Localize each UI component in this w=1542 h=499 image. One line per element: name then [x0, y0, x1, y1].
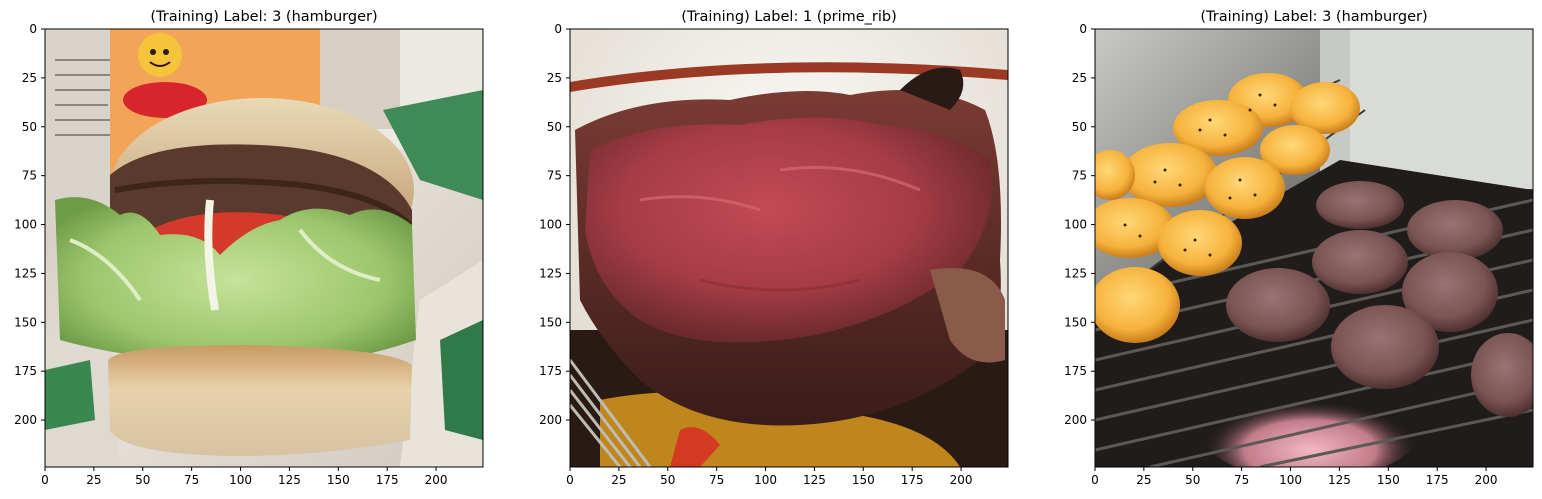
- panel-3-x-tick-label: 175: [1426, 473, 1449, 487]
- panel-3-x-tick-label: 150: [1377, 473, 1400, 487]
- panel-1-title: (Training) Label: 3 (hamburger): [150, 9, 377, 25]
- panel-1-y-tick-label: 100: [14, 218, 37, 232]
- panel-2-x-tick-label: 100: [754, 473, 777, 487]
- panel-3-x-tick-label: 25: [1136, 473, 1151, 487]
- panel-3-x-tick-label: 100: [1279, 473, 1302, 487]
- panel-3-y-tick-label: 0: [1079, 22, 1087, 36]
- panel-3-y-tick-label: 200: [1064, 413, 1087, 427]
- panel-2-x-tick-label: 125: [803, 473, 826, 487]
- panel-2-axes: 0 25 50 75 100 125 150 175 200 0 25 50 75 100 125 150 17…: [539, 22, 972, 487]
- prime-rib-photo: [570, 29, 1008, 467]
- panel-1-x-tick-label: 150: [327, 473, 350, 487]
- panel-2-x-tick-label: 0: [566, 473, 574, 487]
- panel-1-x-tick-label: 200: [425, 473, 448, 487]
- panel-3-y-tick-label: 125: [1064, 266, 1087, 280]
- panel-1-x-tick-label: 75: [184, 473, 199, 487]
- panel-1-axes: 0 25 50 75 100 125 150 175 200 0 25 50 75 100 125 150 17…: [14, 22, 447, 487]
- panel-1-y-tick-label: 25: [22, 71, 37, 85]
- panel-2-x-tick-label: 50: [660, 473, 675, 487]
- panel-3-x-tick-label: 0: [1091, 473, 1099, 487]
- panel-3-y-tick-label: 175: [1064, 364, 1087, 378]
- panel-2-y-tick-label: 25: [547, 71, 562, 85]
- panel-2-x-tick-label: 75: [709, 473, 724, 487]
- panel-2-y-tick-label: 200: [539, 413, 562, 427]
- panel-1-y-tick-label: 200: [14, 413, 37, 427]
- panel-3-frame: [1094, 28, 1534, 468]
- panel-3-x-tick-label: 50: [1185, 473, 1200, 487]
- panel-3-title: (Training) Label: 3 (hamburger): [1200, 9, 1427, 25]
- panel-3-x-tick-label: 125: [1328, 473, 1351, 487]
- panel-3: (Training) Label: 3 (hamburger): [1064, 9, 1534, 487]
- hamburger-photo: [45, 29, 483, 467]
- panel-2: (Training) Label: 1 (prime_rib): [539, 9, 1009, 487]
- panel-1-y-tick-label: 50: [22, 120, 37, 134]
- panel-3-y-tick-label: 150: [1064, 315, 1087, 329]
- panel-1-y-tick-label: 150: [14, 315, 37, 329]
- panel-2-frame: [569, 28, 1009, 468]
- panel-1-y-tick-label: 0: [29, 22, 37, 36]
- panel-2-y-tick-label: 75: [547, 169, 562, 183]
- panel-1-x-tick-label: 50: [135, 473, 150, 487]
- panel-2-y-tick-label: 50: [547, 120, 562, 134]
- panel-2-x-tick-label: 150: [852, 473, 875, 487]
- panel-3-y-tick-label: 50: [1072, 120, 1087, 134]
- panel-2-y-tick-label: 125: [539, 266, 562, 280]
- panel-2-y-tick-label: 100: [539, 218, 562, 232]
- panel-1-y-tick-label: 75: [22, 169, 37, 183]
- panel-3-y-tick-label: 75: [1072, 169, 1087, 183]
- panel-3-y-tick-label: 100: [1064, 218, 1087, 232]
- panel-2-y-tick-label: 0: [554, 22, 562, 36]
- panel-1-x-tick-label: 25: [86, 473, 101, 487]
- panel-2-title: (Training) Label: 1 (prime_rib): [681, 9, 897, 25]
- panel-3-y-tick-label: 25: [1072, 71, 1087, 85]
- panel-2-y-tick-label: 175: [539, 364, 562, 378]
- panel-3-axes: 0 25 50 75 100 125 150 175 200 0 25 50 75 100 125 150 17…: [1064, 22, 1497, 487]
- panel-1-x-tick-label: 100: [229, 473, 252, 487]
- panel-2-x-tick-label: 200: [950, 473, 973, 487]
- panel-1-y-tick-label: 125: [14, 266, 37, 280]
- panel-2-x-tick-label: 175: [901, 473, 924, 487]
- panel-1-y-tick-label: 175: [14, 364, 37, 378]
- panel-3-x-tick-label: 200: [1475, 473, 1498, 487]
- panel-1-x-tick-label: 125: [278, 473, 301, 487]
- panel-1: (Training) Label: 3 (hamburger): [14, 9, 484, 487]
- panel-3-x-tick-label: 75: [1234, 473, 1249, 487]
- panel-2-y-tick-label: 150: [539, 315, 562, 329]
- panel-1-x-tick-label: 0: [41, 473, 49, 487]
- panel-1-frame: [44, 28, 484, 468]
- grill-photo: [1095, 29, 1533, 467]
- panel-2-x-tick-label: 25: [611, 473, 626, 487]
- panel-1-x-tick-label: 175: [376, 473, 399, 487]
